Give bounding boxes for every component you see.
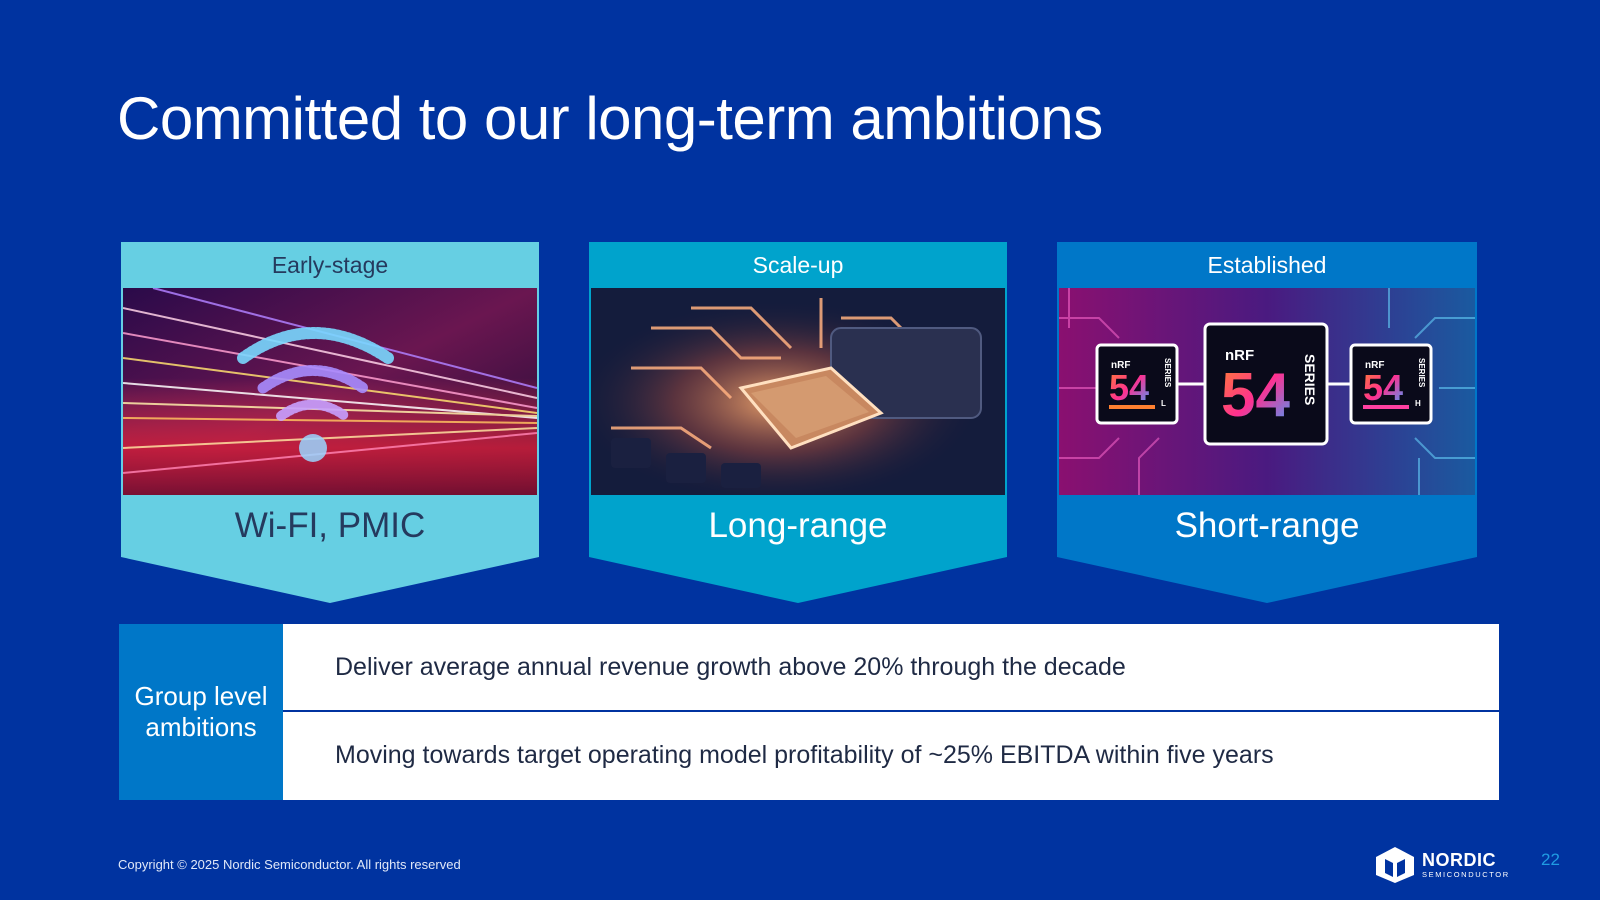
chip-l-variant: L xyxy=(1161,399,1166,408)
ambition-item-profitability: Moving towards target operating model pr… xyxy=(335,740,1274,769)
chip-h-number: 54 xyxy=(1363,367,1403,408)
circuit-chip-image xyxy=(591,288,1005,495)
card-established: Established xyxy=(1057,242,1477,603)
chip-h-series: SERIES xyxy=(1417,358,1426,388)
ambitions-title: Group level ambitions xyxy=(119,624,283,800)
ambitions-divider xyxy=(283,710,1499,712)
card-established-header: Established xyxy=(1207,251,1327,278)
chip-h-brand: nRF xyxy=(1365,360,1384,371)
chip-main-series: SERIES xyxy=(1302,354,1318,405)
ambitions-panel: Group level ambitions Deliver average an… xyxy=(119,624,1499,800)
wifi-light-streaks-image xyxy=(123,288,537,495)
chip-l-brand: nRF xyxy=(1111,360,1130,371)
nordic-logo: NORDIC SEMICONDUCTOR xyxy=(1376,846,1510,884)
card-scale-up-label: Long-range xyxy=(708,506,888,545)
card-early-stage-header: Early-stage xyxy=(271,251,389,278)
chip-l-number: 54 xyxy=(1109,367,1149,408)
nordic-logo-icon xyxy=(1376,847,1414,883)
chip-l-series: SERIES xyxy=(1163,358,1172,388)
copyright-text: Copyright © 2025 Nordic Semiconductor. A… xyxy=(118,857,461,872)
chip-h-variant: H xyxy=(1415,399,1421,408)
nrf54-series-chips-image: nRF 54 SERIES L nRF 54 SERIES nRF 54 SER… xyxy=(1059,288,1475,495)
card-early-stage-label: Wi-FI, PMIC xyxy=(234,506,426,545)
chip-main-brand: nRF xyxy=(1225,347,1254,364)
chip-main-number: 54 xyxy=(1221,361,1290,430)
logo-subtitle: SEMICONDUCTOR xyxy=(1422,870,1510,880)
card-established-label: Short-range xyxy=(1174,506,1360,545)
card-early-stage: Early-stage xyxy=(121,242,539,603)
slide-title: Committed to our long-term ambitions xyxy=(117,85,1103,152)
card-scale-up: Scale-up xyxy=(589,242,1007,603)
logo-wordmark: NORDIC xyxy=(1422,850,1496,871)
page-number: 22 xyxy=(1541,850,1560,869)
ambition-item-revenue: Deliver average annual revenue growth ab… xyxy=(335,652,1126,681)
card-scale-up-header: Scale-up xyxy=(752,251,844,278)
